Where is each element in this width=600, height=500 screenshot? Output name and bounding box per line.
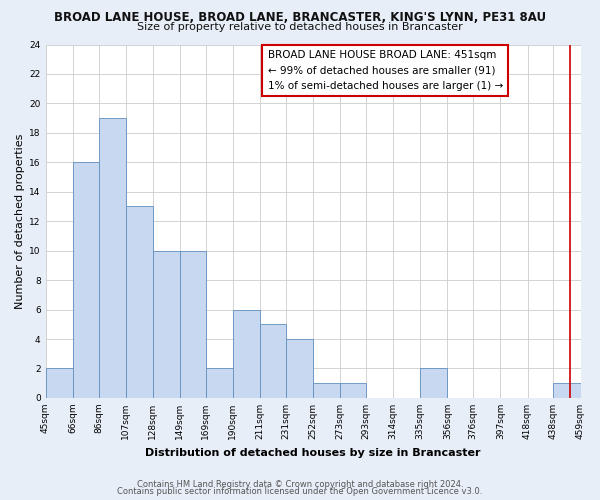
Bar [420,368,448,398]
Text: Contains public sector information licensed under the Open Government Licence v3: Contains public sector information licen… [118,488,482,496]
Bar [46,368,73,398]
Bar [553,383,581,398]
Bar [98,118,125,398]
Y-axis label: Number of detached properties: Number of detached properties [15,134,25,309]
Bar [73,162,98,398]
X-axis label: Distribution of detached houses by size in Brancaster: Distribution of detached houses by size … [145,448,481,458]
Text: BROAD LANE HOUSE, BROAD LANE, BRANCASTER, KING'S LYNN, PE31 8AU: BROAD LANE HOUSE, BROAD LANE, BRANCASTER… [54,11,546,24]
Bar [233,310,260,398]
Bar [206,368,233,398]
Bar [313,383,340,398]
Bar [180,250,206,398]
Bar [125,206,153,398]
Text: BROAD LANE HOUSE BROAD LANE: 451sqm
← 99% of detached houses are smaller (91)
1%: BROAD LANE HOUSE BROAD LANE: 451sqm ← 99… [268,50,503,91]
Bar [286,339,313,398]
Text: Contains HM Land Registry data © Crown copyright and database right 2024.: Contains HM Land Registry data © Crown c… [137,480,463,489]
Bar [260,324,286,398]
Bar [153,250,180,398]
Bar [340,383,366,398]
Text: Size of property relative to detached houses in Brancaster: Size of property relative to detached ho… [137,22,463,32]
